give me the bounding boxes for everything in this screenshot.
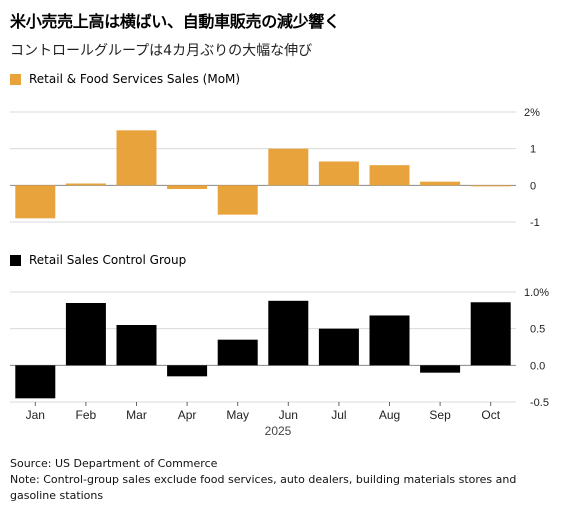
bar-jun bbox=[268, 300, 309, 366]
bar-may bbox=[217, 185, 258, 215]
legend-label-retail-food: Retail & Food Services Sales (MoM) bbox=[29, 72, 241, 86]
legend-label-control-group: Retail Sales Control Group bbox=[29, 253, 187, 267]
bar-feb bbox=[65, 183, 106, 186]
legend-control-group: Retail Sales Control Group bbox=[10, 253, 186, 267]
legend-retail-food: Retail & Food Services Sales (MoM) bbox=[10, 72, 240, 86]
x-tick-label: Sep bbox=[429, 408, 451, 422]
footer-note: Note: Control-group sales exclude food s… bbox=[10, 473, 517, 502]
y-tick-label: 0 bbox=[530, 180, 536, 192]
bar-jan bbox=[15, 365, 56, 399]
bar-mar bbox=[116, 325, 157, 366]
y-tick-label: 1 bbox=[530, 144, 536, 156]
y-tick-label: 0.0 bbox=[530, 360, 545, 372]
x-tick-label: Jan bbox=[26, 408, 45, 422]
x-tick-label: Oct bbox=[481, 408, 500, 422]
bar-sep bbox=[420, 181, 461, 186]
chart-title: 米小売売上高は横ばい、自動車販売の減少響く bbox=[10, 12, 340, 31]
chart-subtitle: コントロールグループは4カ月ぶりの大幅な伸び bbox=[10, 43, 313, 59]
y-tick-label: -0.5 bbox=[530, 397, 549, 409]
bar-oct bbox=[470, 185, 511, 187]
y-tick-label: 2% bbox=[524, 107, 540, 119]
bar-jul bbox=[318, 328, 359, 366]
y-tick-label: -1 bbox=[530, 217, 540, 229]
legend-swatch-orange bbox=[10, 73, 21, 85]
x-tick-label: May bbox=[226, 408, 249, 422]
x-tick-label: Aug bbox=[379, 408, 400, 422]
y-tick-label: 1.0% bbox=[524, 287, 549, 299]
bar-jul bbox=[318, 161, 359, 186]
bar-jun bbox=[268, 148, 309, 186]
x-tick-label: Jun bbox=[279, 408, 298, 422]
x-axis-year-label: 2025 bbox=[265, 424, 292, 438]
bar-mar bbox=[116, 130, 157, 186]
legend-swatch-black bbox=[10, 254, 21, 266]
bar-apr bbox=[167, 365, 208, 377]
bar-aug bbox=[369, 165, 410, 186]
x-tick-label: Jul bbox=[331, 408, 346, 422]
y-tick-label: 0.5 bbox=[530, 324, 545, 336]
x-tick-label: Apr bbox=[178, 408, 197, 422]
bar-sep bbox=[420, 365, 461, 373]
x-tick-label: Feb bbox=[76, 408, 97, 422]
footer-source: Source: US Department of Commerce bbox=[10, 457, 218, 470]
bar-apr bbox=[167, 185, 208, 189]
bar-oct bbox=[470, 302, 511, 366]
bar-may bbox=[217, 339, 258, 366]
bar-aug bbox=[369, 315, 410, 366]
x-tick-label: Mar bbox=[126, 408, 147, 422]
bar-feb bbox=[65, 303, 106, 366]
bar-jan bbox=[15, 185, 56, 219]
